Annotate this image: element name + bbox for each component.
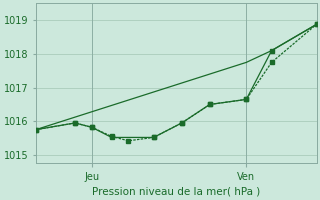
X-axis label: Pression niveau de la mer( hPa ): Pression niveau de la mer( hPa ) [92, 187, 260, 197]
